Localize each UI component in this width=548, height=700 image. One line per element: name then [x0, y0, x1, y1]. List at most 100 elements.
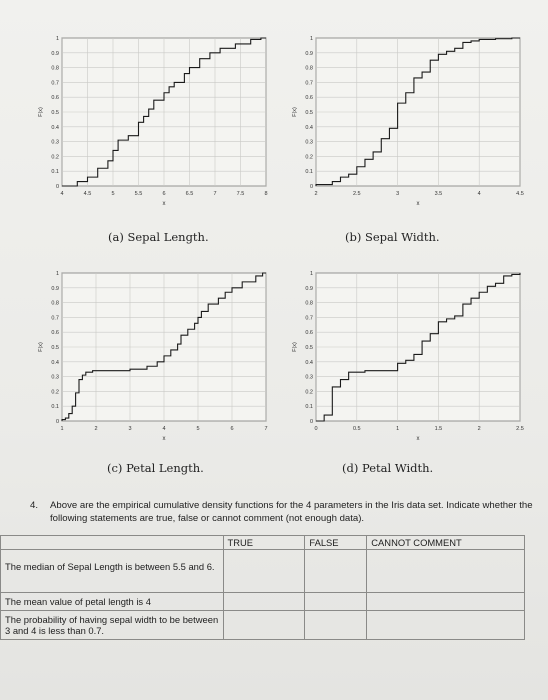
x-tick-label: 6.5	[186, 191, 194, 197]
header-true: TRUE	[222, 535, 306, 550]
y-axis-label: F(x)	[38, 342, 44, 352]
y-tick-label: 0	[56, 419, 59, 425]
x-tick-label: 4	[60, 191, 63, 197]
statement-cell: The mean value of petal length is 4	[0, 592, 224, 611]
statement-text: The mean value of petal length is 4	[5, 596, 151, 607]
x-tick-label: 6	[162, 191, 165, 197]
x-tick-label: 6	[230, 426, 233, 432]
y-tick-label: 0.5	[51, 110, 59, 116]
petal-width-ecdf-chart: 0 0.5 1 1.5 2 2.5 0 0.1 0.2 0.3 0.4 0.5 0.6 0.7 0.8 0.9…	[292, 271, 524, 442]
answer-false-cell[interactable]	[304, 549, 368, 593]
x-tick-label: 2	[314, 191, 317, 197]
x-tick-label: 2	[94, 426, 97, 432]
y-tick-label: 0	[310, 419, 313, 425]
answer-cannot-comment-cell[interactable]	[366, 549, 525, 593]
y-tick-label: 0.2	[305, 389, 313, 395]
y-tick-label: 0.6	[51, 330, 59, 336]
y-tick-label: 0.8	[51, 66, 59, 72]
answer-true-cell[interactable]	[222, 549, 306, 593]
x-tick-label: 5.5	[135, 191, 143, 197]
statement-cell: The probability of having sepal width to…	[0, 610, 224, 640]
petal-length-ecdf-chart: 1 2 3 4 5 6 7 0 0.1 0.2 0.3 0.4 0.5 0.6 0.7 0.8 0.9 1 F(x)…	[38, 271, 268, 442]
x-tick-label: 8	[264, 191, 267, 197]
answer-false-cell[interactable]	[304, 610, 368, 640]
x-tick-label: 2	[478, 426, 481, 432]
y-tick-label: 1	[56, 36, 59, 42]
x-tick-label: 0	[314, 426, 317, 432]
y-tick-label: 0.1	[305, 404, 313, 410]
y-tick-label: 1	[310, 36, 313, 42]
x-tick-label: 1.5	[435, 426, 443, 432]
y-tick-label: 0.4	[51, 125, 59, 131]
x-tick-label: 4	[478, 191, 481, 197]
x-axis-label: x	[163, 436, 166, 442]
y-tick-label: 0.6	[305, 330, 313, 336]
sepal-width-ecdf-chart: 2 2.5 3 3.5 4 4.5 0 0.1 0.2 0.3 0.4 0.5 0.6 0.7 0.8 0.9…	[292, 36, 524, 207]
x-tick-label: 1	[396, 426, 399, 432]
header-statement	[0, 535, 224, 550]
caption-petal-length: (c) Petal Length.	[107, 461, 204, 475]
x-tick-label: 3.5	[435, 191, 443, 197]
y-tick-label: 0.2	[305, 154, 313, 160]
y-tick-label: 0.1	[51, 169, 59, 175]
caption-sepal-width: (b) Sepal Width.	[345, 230, 440, 244]
y-tick-label: 0.7	[305, 80, 313, 86]
table-row: The mean value of petal length is 4	[0, 592, 525, 611]
y-tick-label: 0.7	[51, 315, 59, 321]
answer-true-cell[interactable]	[222, 610, 306, 640]
y-tick-label: 0.4	[51, 360, 59, 366]
y-tick-label: 0.1	[51, 404, 59, 410]
answer-false-cell[interactable]	[304, 592, 368, 611]
answer-true-cell[interactable]	[222, 592, 306, 611]
y-tick-label: 0.9	[51, 51, 59, 57]
y-axis-label: F(x)	[292, 342, 298, 352]
header-cannot-comment: CANNOT COMMENT	[366, 535, 525, 550]
y-tick-label: 0.2	[51, 154, 59, 160]
y-tick-label: 0.9	[305, 286, 313, 292]
statement-text: The probability of having sepal width to…	[5, 614, 219, 636]
x-tick-label: 5	[196, 426, 199, 432]
x-tick-label: 0.5	[353, 426, 361, 432]
question-text: Above are the empirical cumulative densi…	[50, 500, 533, 524]
y-tick-label: 0.3	[51, 140, 59, 146]
x-tick-label: 3	[128, 426, 131, 432]
question-number: 4.	[30, 500, 39, 511]
y-tick-label: 1	[56, 271, 59, 277]
y-tick-label: 0.4	[305, 125, 313, 131]
ecdf-step-line	[316, 273, 521, 422]
y-tick-label: 0.8	[305, 301, 313, 307]
answer-table: TRUE FALSE CANNOT COMMENT The median of …	[0, 535, 525, 640]
statement-text: The median of Sepal Length is between 5.…	[5, 561, 215, 572]
y-tick-label: 0.3	[305, 375, 313, 381]
y-tick-label: 0.6	[305, 95, 313, 101]
y-axis-label: F(x)	[292, 107, 298, 117]
caption-petal-width: (d) Petal Width.	[342, 461, 434, 475]
x-tick-label: 3	[396, 191, 399, 197]
table-row: The probability of having sepal width to…	[0, 610, 525, 640]
y-tick-label: 0.9	[51, 286, 59, 292]
y-tick-label: 0.5	[51, 345, 59, 351]
x-axis-label: x	[163, 201, 166, 207]
sepal-length-ecdf-chart: 4 4.5 5 5.5 6 6.5 7 7.5 8 0 0.1 0.2 0.3 0.4 0.5 0.6 0.7 0…	[38, 36, 268, 207]
x-axis-label: x	[417, 201, 420, 207]
ecdf-step-line	[315, 37, 520, 186]
x-tick-label: 4.5	[516, 191, 524, 197]
x-tick-label: 4.5	[84, 191, 92, 197]
x-tick-label: 7.5	[237, 191, 245, 197]
answer-cannot-comment-cell[interactable]	[366, 610, 525, 640]
answer-cannot-comment-cell[interactable]	[366, 592, 525, 611]
x-tick-label: 7	[213, 191, 216, 197]
y-tick-label: 0.6	[51, 95, 59, 101]
x-tick-label: 2.5	[353, 191, 361, 197]
x-axis-label: x	[417, 436, 420, 442]
x-tick-label: 4	[162, 426, 165, 432]
x-tick-label: 1	[60, 426, 63, 432]
y-tick-label: 0.8	[305, 66, 313, 72]
statement-cell: The median of Sepal Length is between 5.…	[0, 549, 224, 593]
y-tick-label: 0.3	[305, 140, 313, 146]
ecdf-step-line	[62, 37, 266, 187]
caption-sepal-length: (a) Sepal Length.	[108, 230, 209, 244]
x-tick-label: 7	[264, 426, 267, 432]
y-tick-label: 0.4	[305, 360, 313, 366]
y-tick-label: 0.1	[305, 169, 313, 175]
